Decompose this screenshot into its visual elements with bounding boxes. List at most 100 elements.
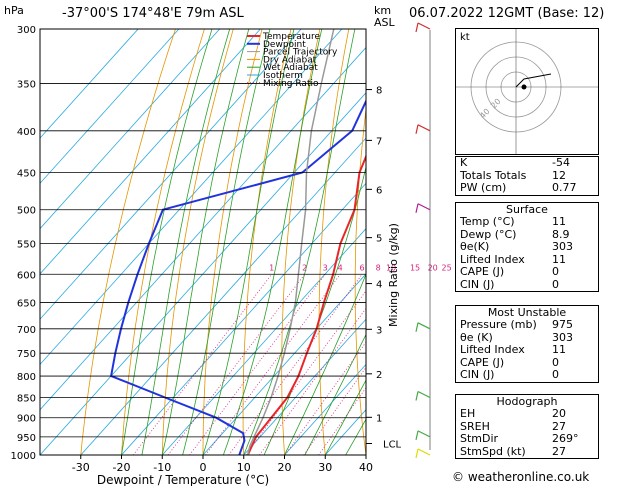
- row-value: 11: [552, 343, 566, 356]
- pressure-tick-label: 750: [17, 349, 36, 360]
- row-value: 11: [552, 215, 566, 228]
- legend-item: Dewpoint: [263, 40, 306, 50]
- mixing-ratio-label: 6: [360, 263, 365, 272]
- row-label: Pressure (mb): [460, 318, 537, 331]
- km-tick-label: 7: [376, 136, 382, 147]
- wet-adiabat-line: [324, 379, 366, 455]
- km-tick-label: 2: [376, 370, 382, 381]
- hpa-label: hPa: [4, 4, 24, 17]
- row-label: CIN (J): [460, 277, 495, 291]
- wind-barb: [417, 322, 431, 330]
- mixing-ratio-label: 25: [442, 263, 452, 272]
- km-tick-label: 3: [376, 325, 382, 336]
- table-row: EH 20: [456, 407, 598, 421]
- mixing-ratio-line: [303, 366, 366, 455]
- legend-item: Isotherm: [263, 71, 303, 81]
- wind-barb-flag: [415, 430, 419, 440]
- row-label: Totals Totals: [460, 168, 527, 182]
- wind-barb: [417, 124, 431, 132]
- legend-item: Wet Adiabat: [263, 63, 318, 73]
- row-value: -54: [552, 156, 570, 169]
- hodograph-trace: [515, 73, 552, 88]
- table-row: Dewp (°C) 8.9: [456, 228, 598, 242]
- row-label: StmSpd (kt): [460, 444, 526, 458]
- wind-barb: [417, 430, 431, 438]
- table-row: StmDir 269°: [456, 432, 598, 446]
- isotherm-line: [202, 273, 366, 455]
- wet-adiabat-line: [161, 29, 250, 455]
- pressure-tick-label: 950: [17, 433, 36, 444]
- isotherm-line: [40, 29, 220, 230]
- isotherm-line: [40, 29, 180, 184]
- table-row: PW (cm) 0.77: [456, 181, 598, 195]
- temp-tick-label: 40: [359, 461, 373, 474]
- km-tick-label: 6: [376, 185, 382, 196]
- isotherm-line: [40, 92, 366, 455]
- hodograph-ring-label: 20: [489, 97, 503, 111]
- mixing-ratio-label: 1: [269, 263, 274, 272]
- row-value: 0: [552, 355, 559, 369]
- pressure-tick-label: 300: [17, 25, 36, 36]
- pressure-tick-label: 800: [17, 372, 36, 383]
- table-row: Lifted Index 11: [456, 252, 598, 267]
- pressure-tick-label: 850: [17, 393, 36, 404]
- row-label: Lifted Index: [460, 252, 525, 266]
- hodograph-table: Hodograph EH 20 SREH 27 StmDir 269° StmSpd (kt)…: [455, 394, 599, 459]
- km-tick-label: 8: [376, 86, 382, 97]
- wind-barb-flag: [415, 203, 419, 213]
- pressure-tick-label: 500: [17, 206, 36, 217]
- hodograph-ring-label: 40: [478, 107, 492, 121]
- table-row: Temp (°C) 11: [456, 215, 598, 229]
- datetime-title: 06.07.2022 12GMT (Base: 12): [409, 6, 605, 21]
- dry-adiabat-line: [242, 29, 292, 455]
- table-row: CIN (J) 0: [456, 277, 598, 292]
- x-axis-label: Dewpoint / Temperature (°C): [97, 473, 269, 486]
- mixing-ratio-line: [189, 274, 326, 455]
- km-tick-label: 4: [376, 280, 382, 291]
- storm-motion-marker: [521, 84, 527, 90]
- row-label: θe(K): [460, 240, 490, 253]
- wind-barb: [417, 22, 431, 30]
- row-label: Lifted Index: [460, 343, 525, 356]
- row-label: Temp (°C): [460, 215, 515, 228]
- isotherm-line: [121, 182, 366, 455]
- location-title: -37°00'S 174°48'E 79m ASL: [62, 6, 244, 21]
- mixing-ratio-line: [228, 274, 363, 455]
- isotherm-line: [40, 29, 139, 139]
- mixing-ratio-label: 4: [338, 263, 343, 272]
- pressure-tick-label: 350: [17, 80, 36, 91]
- row-label: EH: [460, 407, 476, 420]
- isotherm-line: [40, 46, 366, 411]
- row-label: CAPE (J): [460, 265, 505, 278]
- pressure-tick-label: 1000: [11, 451, 36, 462]
- wet-adiabat-line: [304, 333, 366, 455]
- table-row: CAPE (J) 0: [456, 355, 598, 370]
- isotherm-line: [243, 318, 366, 455]
- wind-barb-flag: [415, 322, 419, 332]
- mixing-ratio-line: [167, 274, 306, 455]
- table-row: θe(K) 303: [456, 240, 598, 254]
- row-label: StmDir: [460, 432, 499, 445]
- row-value: 269°: [552, 432, 579, 445]
- row-value: 303: [552, 330, 573, 344]
- wet-adiabat-line: [182, 29, 271, 455]
- dry-adiabat-line: [318, 29, 350, 455]
- mixing-ratio-label: 15: [410, 263, 420, 272]
- isotherm-line: [284, 363, 366, 455]
- row-label: CAPE (J): [460, 355, 505, 369]
- mixing-ratio-label: 8: [376, 263, 381, 272]
- dewpoint-profile: [109, 98, 366, 455]
- row-value: 12: [552, 168, 566, 182]
- mixing-ratio-axis-label: Mixing Ratio (g/kg): [387, 223, 400, 327]
- surface-table: Surface Temp (°C) 11 Dewp (°C) 8.9 θe(K) 303 Li…: [455, 202, 599, 292]
- table-row: θe (K) 303: [456, 330, 598, 345]
- km-tick-label: 5: [376, 234, 382, 245]
- table-title: Hodograph: [496, 395, 558, 408]
- legend-item: Dry Adiabat: [263, 55, 317, 65]
- wet-adiabat-line: [121, 29, 213, 455]
- dry-adiabat-line: [80, 29, 176, 455]
- hodograph: kt 20 40: [455, 28, 599, 155]
- table-row: Totals Totals 12: [456, 168, 598, 183]
- row-label: θe (K): [460, 330, 493, 344]
